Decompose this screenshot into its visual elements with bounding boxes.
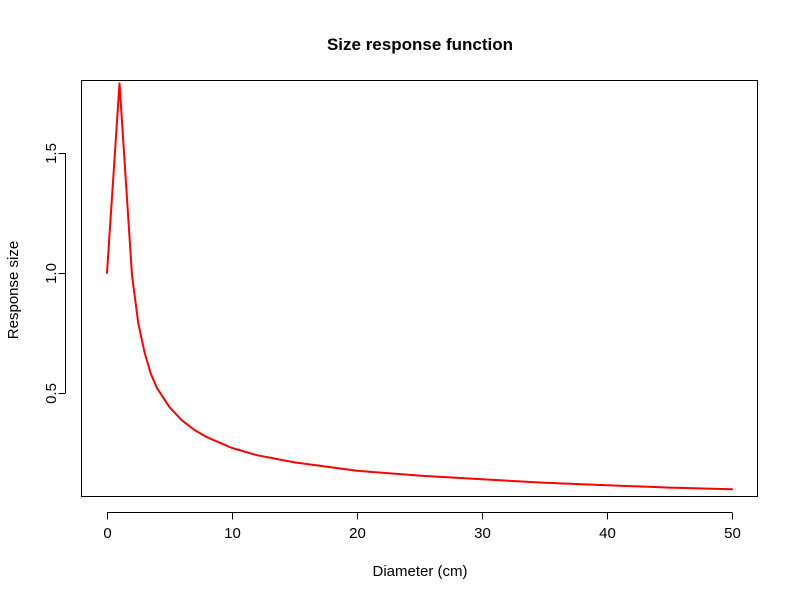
- x-tick-label: 0: [103, 525, 111, 542]
- response-curve-line: [106, 82, 733, 491]
- x-tick-label: 10: [224, 525, 241, 542]
- plot-area-box: [81, 80, 758, 497]
- x-tick-label: 20: [349, 525, 366, 542]
- y-axis: 0.5 1.0 1.5: [43, 143, 66, 404]
- x-tick-label: 40: [599, 525, 616, 542]
- x-axis: 0 10 20 30 40 50: [103, 512, 741, 542]
- series-layer: [106, 82, 733, 491]
- y-tick-label: 1.5: [43, 143, 60, 164]
- y-tick-label: 0.5: [43, 383, 60, 404]
- x-axis-label: Diameter (cm): [372, 563, 467, 580]
- x-tick-label: 50: [724, 525, 741, 542]
- y-tick-label: 1.0: [43, 263, 60, 284]
- chart-title: Size response function: [327, 35, 513, 54]
- y-axis-label: Response size: [5, 241, 22, 339]
- x-tick-label: 30: [474, 525, 491, 542]
